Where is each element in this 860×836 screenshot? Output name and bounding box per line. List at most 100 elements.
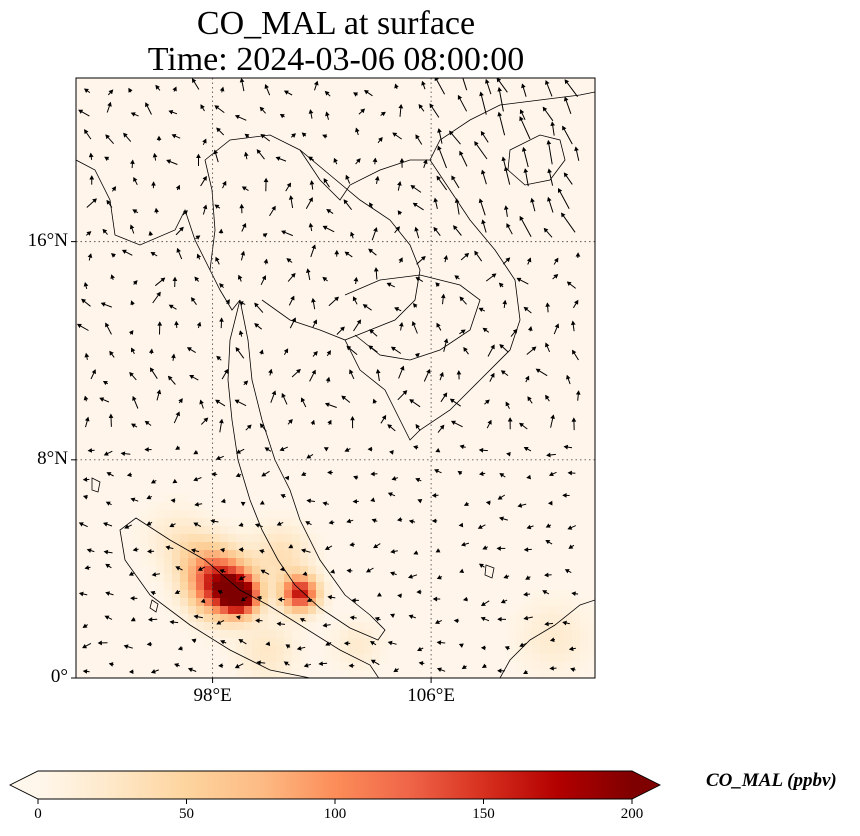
concentration-cell — [212, 630, 221, 639]
wind-arrow — [397, 593, 402, 599]
wind-arrow — [462, 596, 468, 602]
concentration-cell — [204, 534, 213, 543]
wind-arrow — [353, 475, 359, 480]
wind-arrow — [310, 419, 315, 425]
concentration-cell — [308, 542, 317, 551]
concentration-cell — [380, 646, 389, 655]
wind-arrow — [132, 280, 138, 285]
wind-arrow — [423, 368, 431, 382]
wind-arrow — [318, 661, 328, 666]
concentration-cell — [252, 542, 261, 551]
concentration-cell — [252, 614, 261, 623]
wind-arrow — [431, 493, 439, 498]
concentration-cell — [252, 566, 261, 575]
concentration-cell — [588, 622, 595, 631]
wind-arrow — [244, 133, 250, 139]
concentration-cell — [164, 550, 173, 559]
wind-arrow — [193, 522, 202, 527]
concentration-cell — [132, 534, 141, 543]
wind-arrow — [195, 235, 201, 240]
wind-arrow — [102, 228, 108, 235]
concentration-cell — [244, 534, 253, 543]
concentration-cell — [284, 622, 293, 631]
wind-arrow — [552, 274, 559, 280]
concentration-cell — [180, 622, 189, 631]
concentration-cell — [180, 534, 189, 543]
wind-arrow — [352, 499, 359, 504]
concentration-cell — [228, 526, 237, 535]
concentration-cell — [252, 622, 261, 631]
wind-arrow — [238, 575, 246, 581]
concentration-cell — [244, 662, 253, 671]
wind-arrow — [150, 479, 157, 484]
wind-arrow — [245, 424, 252, 431]
wind-arrow — [111, 186, 117, 192]
wind-arrow — [519, 215, 532, 238]
concentration-cell — [228, 566, 237, 575]
concentration-cell — [564, 638, 573, 647]
wind-arrow — [88, 152, 94, 160]
wind-arrow — [572, 349, 579, 361]
concentration-cell — [228, 590, 237, 599]
wind-arrow — [264, 447, 272, 452]
concentration-cell — [556, 590, 565, 599]
wind-arrow — [148, 230, 154, 237]
concentration-cell — [508, 622, 517, 631]
concentration-cell — [556, 606, 565, 615]
wind-arrow — [562, 492, 570, 498]
concentration-cell — [236, 670, 245, 678]
concentration-cell — [180, 518, 189, 527]
concentration-cell — [196, 590, 205, 599]
concentration-cell — [180, 574, 189, 583]
concentration-cell — [572, 606, 581, 615]
wind-arrow — [175, 226, 184, 236]
concentration-cell — [348, 646, 357, 655]
wind-arrow — [349, 542, 355, 547]
map-title-line-1: CO_MAL at surface — [196, 5, 476, 42]
concentration-cell — [372, 662, 381, 671]
concentration-cell — [172, 526, 181, 535]
concentration-cell — [268, 550, 277, 559]
concentration-cell — [356, 654, 365, 663]
concentration-cell — [284, 606, 293, 615]
colorbar-tick-label: 50 — [179, 806, 194, 822]
wind-arrow — [82, 669, 90, 674]
wind-arrow — [105, 563, 112, 569]
wind-arrow — [130, 595, 138, 601]
wind-arrow — [368, 248, 377, 256]
wind-arrow — [324, 402, 337, 408]
concentration-cell — [140, 526, 149, 535]
concentration-cell — [532, 670, 541, 678]
concentration-cell — [284, 598, 293, 607]
wind-arrow — [82, 642, 92, 649]
wind-arrow — [355, 127, 360, 136]
concentration-cell — [180, 526, 189, 535]
concentration-cell — [268, 662, 277, 671]
concentration-cell — [164, 606, 173, 615]
concentration-cell — [292, 510, 301, 519]
concentration-cell — [540, 670, 549, 678]
wind-arrow — [544, 572, 552, 578]
concentration-cell — [252, 582, 261, 591]
concentration-cell — [564, 646, 573, 655]
concentration-cell — [276, 542, 285, 551]
concentration-cell — [252, 630, 261, 639]
concentration-cell — [172, 510, 181, 519]
concentration-cell — [556, 622, 565, 631]
concentration-cell — [284, 510, 293, 519]
concentration-cell — [276, 670, 285, 678]
wind-arrow — [421, 80, 426, 90]
concentration-cell — [188, 566, 197, 575]
wind-arrow — [485, 273, 497, 282]
concentration-cell — [268, 526, 277, 535]
concentration-cell — [324, 598, 333, 607]
concentration-cell — [372, 654, 381, 663]
concentration-cell — [308, 598, 317, 607]
wind-arrow — [564, 569, 572, 574]
concentration-cell — [260, 518, 269, 527]
wind-arrow — [519, 422, 528, 430]
concentration-cell — [284, 630, 293, 639]
wind-arrow — [481, 663, 487, 668]
wind-arrow — [287, 419, 293, 425]
concentration-cell — [548, 638, 557, 647]
